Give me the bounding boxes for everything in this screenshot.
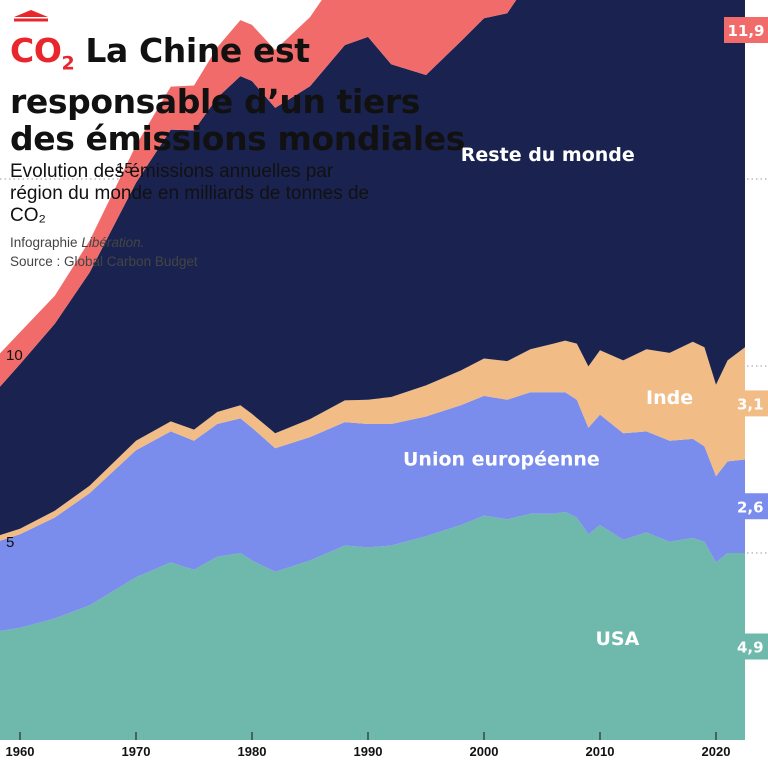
title-co2-label: CO2 xyxy=(10,31,75,75)
x-tick-label: 1960 xyxy=(6,744,35,759)
end-label-usa: 4,9 xyxy=(737,639,764,657)
end-label-box-union-europ-enne xyxy=(732,493,768,520)
end-label-box-usa xyxy=(732,633,768,660)
end-value-labels: 4,92,63,115,211,9 xyxy=(724,17,768,660)
chart-header: CO2 La Chine est responsable d’un tiers … xyxy=(10,10,480,271)
end-label-union-europ-enne: 2,6 xyxy=(737,498,764,516)
area-usa xyxy=(0,511,745,740)
end-label-inde: 3,1 xyxy=(737,395,764,413)
end-label-box-inde xyxy=(732,390,768,417)
y-tick-labels: 5101520253035 xyxy=(6,160,133,551)
series-label-reste-du-monde: Reste du monde xyxy=(461,144,635,166)
x-tick-labels: 1960 1970 1980 1990 2000 2010 2020 xyxy=(6,732,731,759)
y-tick-label: 15 xyxy=(116,160,133,177)
area-inde xyxy=(0,340,745,541)
x-tick-label: 2000 xyxy=(470,744,499,759)
x-tick-label: 2020 xyxy=(702,744,731,759)
area-reste-du-monde xyxy=(0,0,745,536)
chart-subtitle: Evolution des émissions annuelles par ré… xyxy=(10,160,370,226)
x-tick-label: 1990 xyxy=(354,744,383,759)
area-layers xyxy=(0,0,745,740)
source-line: Source : Global Carbon Budget xyxy=(10,253,198,269)
x-tick-label: 1980 xyxy=(238,744,267,759)
area-union-europ-enne xyxy=(0,392,745,631)
x-tick-label: 2010 xyxy=(586,744,615,759)
liberation-logo-icon xyxy=(14,10,48,22)
end-label-chine: 11,9 xyxy=(727,22,764,40)
credit-prefix: Infographie xyxy=(10,234,78,250)
chart-title: CO2 La Chine est responsable d’un tiers … xyxy=(10,32,480,157)
end-label-box-chine xyxy=(724,17,768,43)
series-label-usa: USA xyxy=(595,628,639,650)
x-tick-label: 1970 xyxy=(122,744,151,759)
area-chine xyxy=(0,0,517,387)
credit-line: Infographie Libération. Source : Global … xyxy=(10,233,480,271)
title-text: La Chine est responsable d’un tiers des … xyxy=(10,31,465,158)
series-label-inde: Inde xyxy=(646,387,693,409)
series-label-union-europ-enne: Union européenne xyxy=(403,449,600,471)
y-tick-label: 10 xyxy=(6,347,23,364)
y-tick-label: 5 xyxy=(6,534,14,551)
credit-outlet: Libération. xyxy=(81,234,145,250)
